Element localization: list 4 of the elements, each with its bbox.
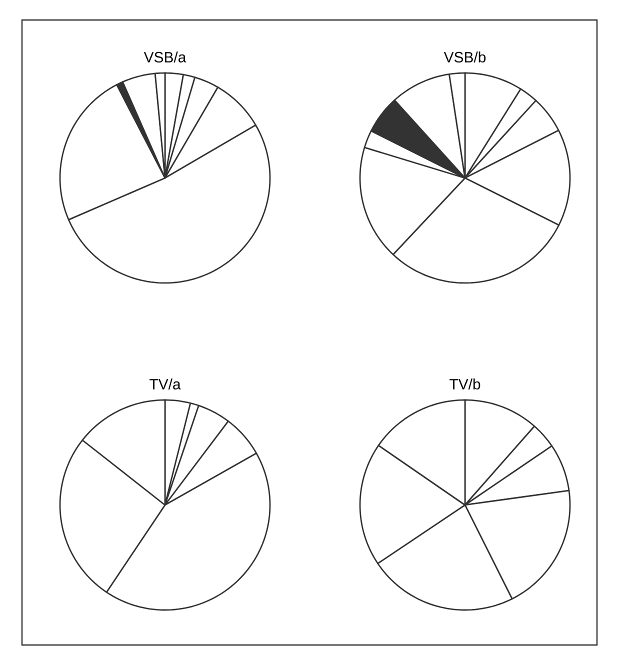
chart-title: TV/b	[450, 378, 480, 390]
chart-title: VSB/a	[144, 52, 186, 62]
chart-title: TV/a	[150, 378, 181, 390]
chart-title: VSB/b	[444, 52, 486, 62]
